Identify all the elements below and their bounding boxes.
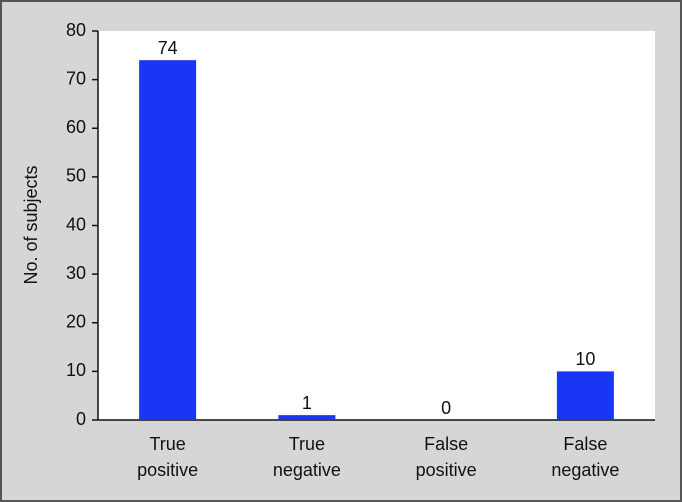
y-tick-label: 30 <box>66 263 86 283</box>
data-label: 1 <box>302 393 312 413</box>
x-tick-label-line: positive <box>416 460 477 480</box>
y-axis-label: No. of subjects <box>21 165 41 284</box>
x-tick-label-line: positive <box>137 460 198 480</box>
y-tick-label: 0 <box>76 409 86 429</box>
y-tick-label: 10 <box>66 360 86 380</box>
bar <box>278 415 336 420</box>
x-tick-label-line: True <box>149 434 185 454</box>
x-tick-label-line: negative <box>551 460 619 480</box>
x-tick-label: True positive <box>137 434 198 480</box>
data-label: 10 <box>575 349 595 369</box>
x-tick-label: True negative <box>273 434 341 480</box>
y-tick-label: 20 <box>66 312 86 332</box>
y-tick-label: 80 <box>66 20 86 40</box>
bar <box>556 371 614 420</box>
data-label: 0 <box>441 398 451 418</box>
x-tick-label-line: False <box>563 434 607 454</box>
x-tick-label: False positive <box>416 434 477 480</box>
y-tick-label: 70 <box>66 68 86 88</box>
x-tick-label-line: negative <box>273 460 341 480</box>
x-tick-label-line: False <box>424 434 468 454</box>
y-tick-label: 50 <box>66 166 86 186</box>
x-tick-label: False negative <box>551 434 619 480</box>
y-tick-label: 40 <box>66 214 86 234</box>
bar <box>139 60 197 421</box>
y-tick-label: 60 <box>66 117 86 137</box>
x-tick-label-line: True <box>289 434 325 454</box>
data-label: 74 <box>158 38 178 58</box>
